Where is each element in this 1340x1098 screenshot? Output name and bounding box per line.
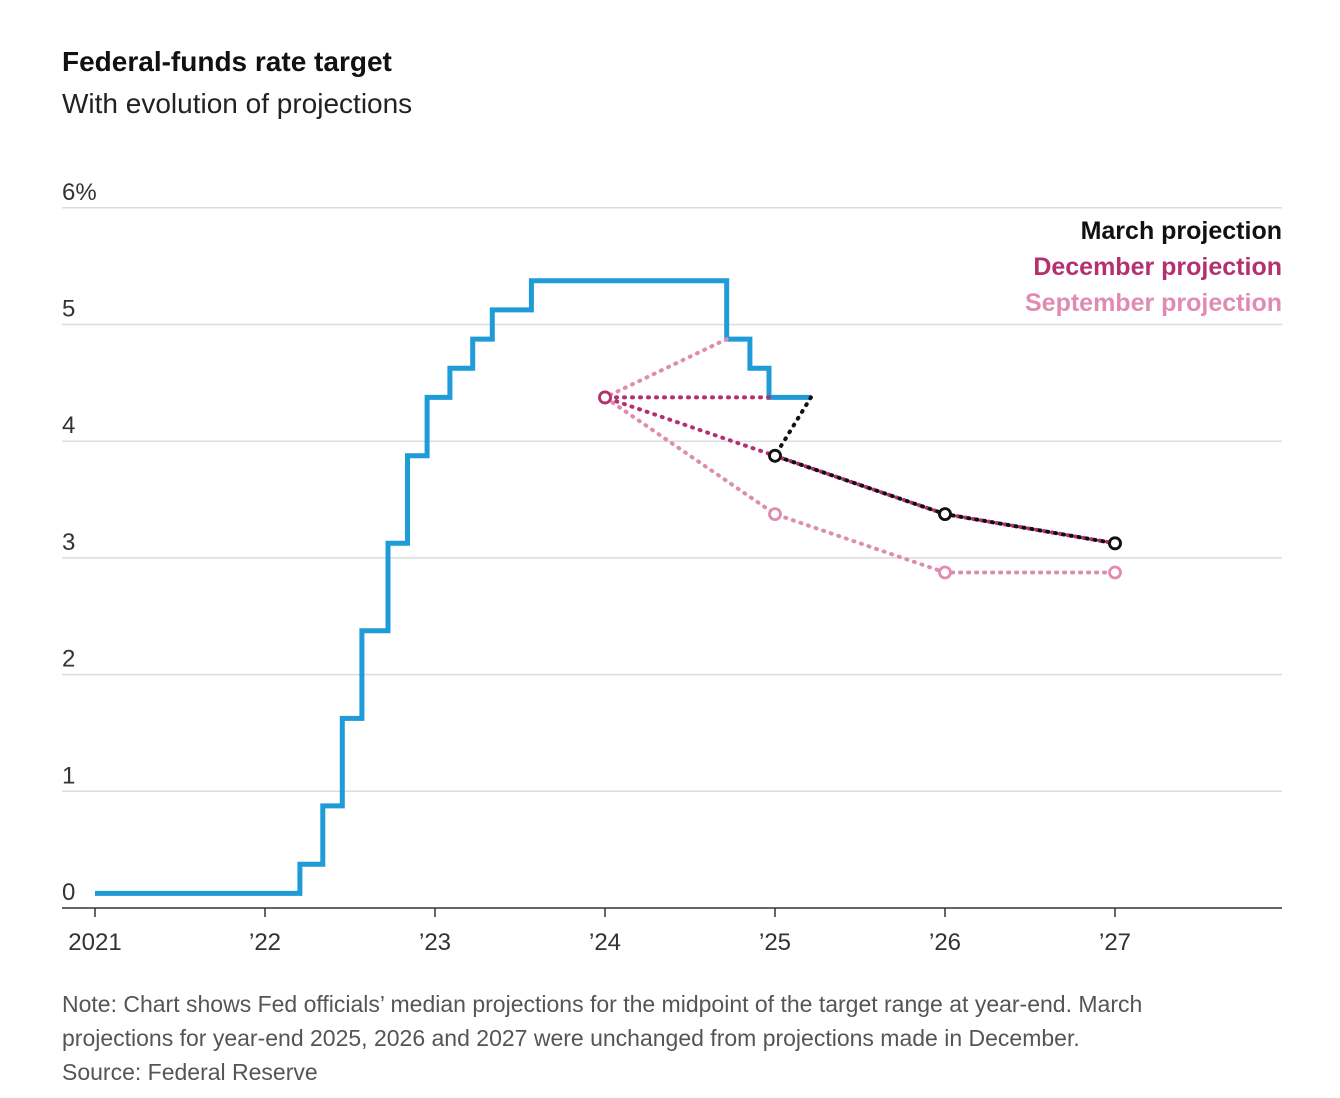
y-tick-label: 1 — [62, 762, 75, 789]
chart-subtitle: With evolution of projections — [62, 88, 413, 119]
y-tick-label: 0 — [62, 879, 75, 906]
legend: March projection December projection Septe… — [1025, 217, 1282, 317]
chart-title: Federal-funds rate target — [62, 46, 392, 77]
source-line: Source: Federal Reserve — [62, 1059, 318, 1085]
y-tick-label: 2 — [62, 646, 75, 673]
projection-point — [1108, 565, 1122, 580]
actual-rate-series — [95, 278, 811, 896]
x-tick-label: ’22 — [249, 929, 281, 956]
note-line-1: Note: Chart shows Fed officials’ median … — [62, 991, 1143, 1017]
y-tick-label: 5 — [62, 296, 75, 323]
chart-note: Note: Chart shows Fed officials’ median … — [62, 987, 1292, 1089]
x-tick-label: ’26 — [929, 929, 961, 956]
projection-point — [598, 390, 612, 405]
rate-chart: 0 1 2 3 4 5 6% 2021 ’22 ’23 ’24 ’25 ’26 ’27 March pr… — [62, 179, 1282, 956]
projection-point — [938, 507, 952, 522]
legend-label: December projection — [1033, 253, 1282, 281]
actual-rate-line — [95, 278, 811, 896]
legend-label: September projection — [1025, 289, 1282, 317]
grid-lines — [62, 207, 1282, 793]
y-tick-label: 4 — [62, 412, 75, 439]
x-tick-label: ’24 — [589, 929, 621, 956]
x-axis: 2021 ’22 ’23 ’24 ’25 ’26 ’27 — [62, 907, 1282, 956]
x-tick-label: ’25 — [759, 929, 791, 956]
projection-line — [604, 395, 1117, 546]
y-tick-label: 6% — [62, 179, 97, 206]
x-tick-label: ’23 — [419, 929, 451, 956]
legend-label: March projection — [1081, 217, 1282, 245]
y-tick-label: 3 — [62, 529, 75, 556]
note-line-2: projections for year-end 2025, 2026 and … — [62, 1025, 1080, 1051]
x-tick-label: ’27 — [1099, 929, 1131, 956]
projection-line — [601, 337, 1117, 575]
projection-series — [598, 337, 1122, 580]
projection-point — [768, 448, 782, 463]
projection-point — [768, 507, 782, 522]
y-axis-labels: 0 1 2 3 4 5 6% — [62, 179, 97, 906]
x-tick-label: 2021 — [68, 929, 121, 956]
projection-point — [1108, 536, 1122, 551]
projection-line — [771, 395, 1117, 546]
projection-point — [938, 565, 952, 580]
